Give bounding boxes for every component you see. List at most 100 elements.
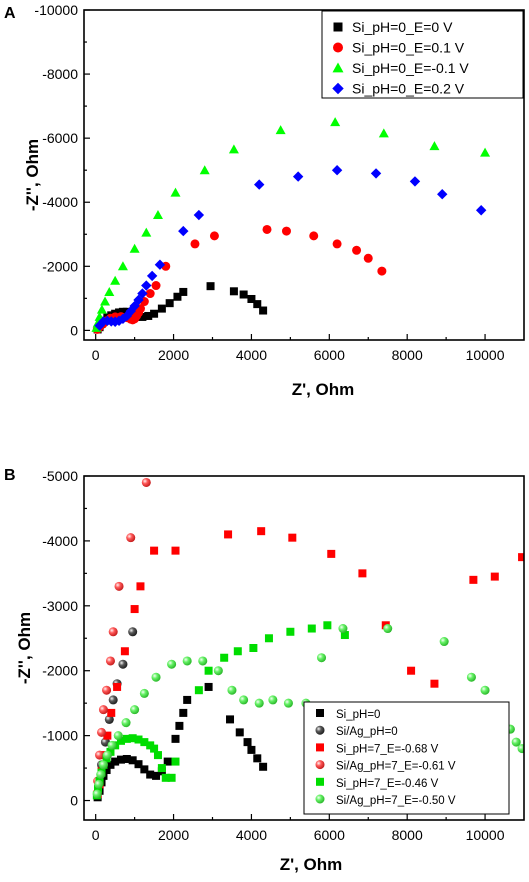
data-point-si-ph-0-e-0-2-v xyxy=(154,259,166,270)
data-point-si-ph-7-e-0-46-v xyxy=(128,734,137,743)
data-point-si-ag-ph-7-e-0-50-v xyxy=(517,744,524,754)
panel-a-frame xyxy=(83,9,525,341)
data-point-si-ph-0-e-0-v xyxy=(206,282,215,291)
data-point-si-ph-7-e-0-46-v xyxy=(307,624,316,633)
data-point-si-ph-0-e-0-1-v xyxy=(262,224,272,234)
markers-clip-group xyxy=(92,477,524,802)
panel-b-x-axis-title: Z', Ohm xyxy=(280,855,343,874)
legend-label-si-ph-0-e-0-2-v: Si_pH=0_E=0.2 V xyxy=(352,81,465,97)
data-point-si-ph-0 xyxy=(163,757,172,766)
data-point-si-ph-7-e-0-46-v xyxy=(153,751,162,760)
data-point-si-ph-7-e-0-46-v xyxy=(220,653,229,662)
data-point-si-ph-0-e-0-2-v xyxy=(141,280,152,291)
data-point-si-ph-0 xyxy=(183,695,192,704)
data-point-si-ph-0-e-0-2-v xyxy=(370,168,382,179)
data-point-si-ag-ph-7-e-0-50-v xyxy=(139,688,149,698)
panel-a-markers xyxy=(91,117,491,334)
data-point-si-ag-ph-7-e-0-50-v xyxy=(283,698,293,708)
data-point-si-ag-ph-7-e-0-61-v xyxy=(114,581,124,591)
data-point-si-ph-0-e-0-1-v xyxy=(117,261,128,271)
panel-a-y-ticks: 0 -2000 -4000 -6000 -8000 -10000 xyxy=(34,2,90,338)
data-point-si-ag-ph-7-e-0-50-v xyxy=(466,672,476,682)
data-point-si-ag-ph-7-e-0-50-v xyxy=(227,685,237,695)
data-point-si-ph-7-e-0-46-v xyxy=(122,734,131,743)
data-point-si-ph-0-e-0-1-v xyxy=(363,253,373,263)
data-point-si-ph-0-e-0-2-v xyxy=(292,171,304,182)
legend-label-si-ag-ph-0: Si/Ag_pH=0 xyxy=(336,726,398,738)
data-point-si-ph-7-e-0-68-v xyxy=(430,679,439,688)
data-point-si-ph-0-e-0-1-v xyxy=(332,239,342,249)
data-point-si-ph-0-e-0-2-v xyxy=(331,164,343,176)
y-tick-label: 0 xyxy=(70,322,78,338)
data-point-si-ag-ph-7-e-0-50-v xyxy=(98,760,108,770)
panel-a-legend-box xyxy=(321,10,524,99)
data-point-si-ph-7-e-0-68-v xyxy=(224,530,233,539)
data-point-si-ph-0-e-0-1-v xyxy=(96,304,107,314)
data-point-si-ph-0-e-0-v xyxy=(259,306,268,315)
data-point-si-ph-0-e-0-1-v xyxy=(309,231,319,241)
data-point-si-ph-0-e-0-2-v xyxy=(409,176,421,187)
x-tick-label: 10000 xyxy=(466,827,505,843)
data-point-si-ph-0 xyxy=(243,738,252,747)
data-point-si-ph-0-e-0-1-v xyxy=(190,239,200,249)
data-point-si-ph-7-e-0-68-v xyxy=(103,731,112,740)
legend-marker-si-ag-ph-0 xyxy=(315,725,325,735)
data-point-si-ph-0-e-0-2-v xyxy=(254,179,265,190)
series-si-ph-7-e-0-68-v xyxy=(93,527,524,799)
data-point-si-ph-7-e-0-68-v xyxy=(358,569,367,578)
panel-a-x-axis-title: Z', Ohm xyxy=(292,380,355,399)
data-point-si-ph-0-e-0-1-v xyxy=(209,231,219,241)
data-point-si-ph-0-e-0-1-v xyxy=(377,266,387,276)
data-point-si-ph-0-e-0-v xyxy=(253,300,262,309)
data-point-si-ph-0-e-0-v xyxy=(173,292,182,301)
data-point-si-ph-7-e-0-68-v xyxy=(469,575,478,584)
panel-b: B 0 2000 4000 6000 8000 10000 0 -1000 -2000 -300… xyxy=(4,467,525,874)
data-point-si-ph-7-e-0-68-v xyxy=(150,546,159,555)
data-point-si-ag-ph-7-e-0-50-v xyxy=(107,740,117,750)
x-tick-label: 6000 xyxy=(314,347,345,363)
x-tick-label: 0 xyxy=(92,827,100,843)
legend-marker-si-ag-ph-7-e-0-61-v xyxy=(315,760,325,770)
data-point-si-ag-ph-7-e-0-61-v xyxy=(141,477,151,487)
series-si-ph-0-e-0-1-v xyxy=(91,117,491,332)
data-point-si-ph-0 xyxy=(247,745,256,754)
legend-label-si-ph-0-e-0-1-v: Si_pH=0_E=0.1 V xyxy=(352,40,465,56)
data-point-si-ph-0 xyxy=(171,734,180,743)
data-point-si-ag-ph-7-e-0-61-v xyxy=(105,656,115,666)
data-point-si-ph-7-e-0-46-v xyxy=(340,631,349,640)
legend-marker-si-ph-7-e-0-68-v xyxy=(316,743,324,752)
data-point-si-ph-7-e-0-68-v xyxy=(518,553,524,562)
data-point-si-ag-ph-0 xyxy=(118,659,128,669)
data-point-si-ph-0-e-0-1-v xyxy=(170,187,181,197)
data-point-si-ph-0 xyxy=(226,715,235,724)
data-point-si-ag-ph-7-e-0-61-v xyxy=(108,627,118,637)
data-point-si-ph-7-e-0-46-v xyxy=(94,784,103,793)
data-point-si-ph-0-e-0-1-v xyxy=(152,210,163,220)
data-point-si-ph-0-e-0-v xyxy=(165,299,174,308)
data-point-si-ph-7-e-0-46-v xyxy=(286,627,295,636)
series-si-ph-0-e-0-1-v xyxy=(92,224,387,334)
data-point-si-ag-ph-0 xyxy=(128,627,138,637)
data-point-si-ph-0-e-0-1-v xyxy=(281,226,291,236)
data-point-si-ag-ph-7-e-0-50-v xyxy=(338,624,348,634)
data-point-si-ph-7-e-0-68-v xyxy=(490,572,499,581)
panel-b-frame xyxy=(83,475,525,821)
y-tick-label: 0 xyxy=(70,793,78,809)
data-point-si-ag-ph-7-e-0-50-v xyxy=(167,659,177,669)
data-point-si-ph-7-e-0-46-v xyxy=(233,647,242,656)
data-point-si-ag-ph-7-e-0-50-v xyxy=(254,698,264,708)
data-point-si-ph-7-e-0-68-v xyxy=(107,708,116,717)
y-tick-label: -5000 xyxy=(42,468,78,484)
data-point-si-ag-ph-7-e-0-50-v xyxy=(239,695,249,705)
data-point-si-ag-ph-0 xyxy=(108,695,118,705)
data-point-si-ph-0-e-0-1-v xyxy=(429,141,440,151)
panel-a-x-ticks: 0 2000 4000 6000 8000 10000 xyxy=(92,334,505,363)
data-point-si-ph-0-e-0-2-v xyxy=(475,205,487,216)
data-point-si-ag-ph-7-e-0-50-v xyxy=(213,666,223,676)
data-point-si-ag-ph-7-e-0-61-v xyxy=(102,685,112,695)
data-point-si-ph-0-e-0-v xyxy=(138,312,147,321)
data-point-si-ag-ph-7-e-0-50-v xyxy=(383,624,393,634)
data-point-si-ph-0-e-0-1-v xyxy=(275,125,286,135)
data-point-si-ph-0-e-0-1-v xyxy=(378,128,389,138)
data-point-si-ag-ph-7-e-0-50-v xyxy=(439,637,449,647)
